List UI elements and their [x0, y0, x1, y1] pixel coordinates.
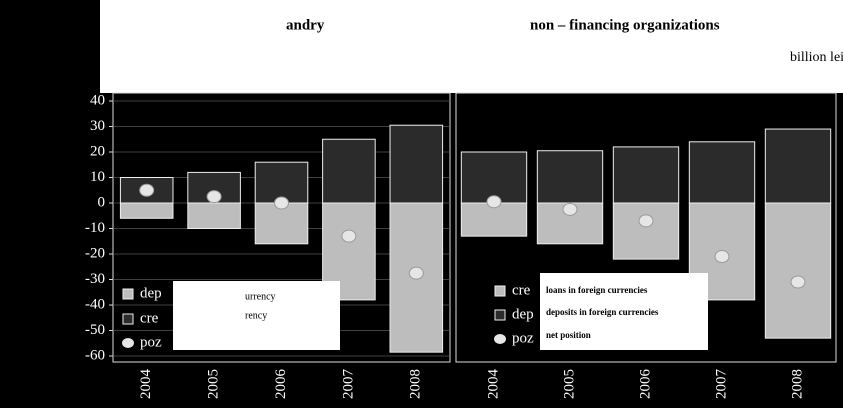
legend-cover: [540, 273, 708, 350]
overlay-label: loans in foreign currencies: [546, 285, 648, 295]
legend-label: poz: [140, 334, 162, 350]
legend-label: cre: [140, 310, 159, 326]
y-tick-label: -50: [85, 322, 105, 338]
legend-swatch: [494, 334, 506, 344]
x-tick-label: 2007: [713, 369, 729, 400]
bar: [460, 202, 528, 237]
right-subtitle: non – financing organizations: [530, 17, 720, 33]
legend-label: dep: [140, 285, 162, 301]
x-tick-label: 2006: [637, 369, 653, 400]
net-point: [486, 195, 502, 209]
bar: [612, 202, 680, 260]
bar: [460, 151, 528, 204]
net-point: [790, 275, 806, 289]
bar: [119, 202, 174, 219]
y-tick-label: -20: [85, 245, 105, 261]
bar: [389, 124, 444, 204]
x-tick-label: 2008: [789, 369, 805, 399]
x-tick-label: 2007: [340, 369, 356, 400]
x-tick-label: 2008: [408, 369, 424, 399]
bar: [254, 161, 309, 204]
y-tick-label: 30: [90, 118, 105, 134]
x-tick-label: 2004: [138, 369, 154, 400]
net-point: [139, 183, 155, 197]
net-point: [562, 202, 578, 216]
bar: [187, 202, 241, 229]
y-tick-label: 40: [90, 92, 105, 108]
legend-label: dep: [512, 306, 534, 322]
legend-swatch: [494, 285, 506, 297]
net-point: [638, 214, 654, 228]
y-tick-label: -60: [85, 347, 105, 363]
net-point: [206, 190, 222, 204]
bar: [536, 150, 604, 204]
legend-cover: [173, 281, 340, 350]
y-tick-label: 10: [90, 169, 105, 185]
x-tick-label: 2005: [561, 369, 577, 399]
bar: [254, 202, 309, 245]
x-tick-label: 2006: [273, 369, 289, 400]
overlay-label: net position: [546, 330, 591, 340]
bar: [612, 146, 680, 204]
overlay-label: deposits in foreign currencies: [546, 307, 659, 317]
legend-swatch: [122, 288, 134, 300]
y-tick-label: -10: [85, 220, 105, 236]
x-tick-label: 2004: [485, 369, 501, 400]
bar: [764, 128, 832, 204]
y-tick-label: -40: [85, 296, 105, 312]
unit-label: billion lei: [790, 50, 843, 65]
legend-label: poz: [512, 330, 534, 346]
overlay-label: rency: [245, 310, 267, 321]
y-tick-label: -30: [85, 271, 105, 287]
overlay-label: urrency: [245, 291, 276, 302]
legend-label: cre: [512, 282, 531, 298]
x-tick-label: 2005: [206, 369, 222, 399]
net-point: [714, 250, 730, 264]
legend-swatch: [494, 309, 506, 321]
bar: [688, 141, 756, 204]
legend-swatch: [122, 313, 134, 325]
y-tick-label: 20: [90, 143, 105, 159]
legend-swatch: [122, 338, 134, 348]
net-point: [408, 266, 424, 280]
net-point: [341, 229, 357, 243]
y-tick-label: 0: [98, 194, 106, 210]
left-subtitle: andry: [286, 17, 325, 33]
bar: [764, 202, 832, 339]
bar: [322, 138, 376, 204]
header-box: [100, 0, 843, 93]
net-point: [274, 196, 289, 210]
